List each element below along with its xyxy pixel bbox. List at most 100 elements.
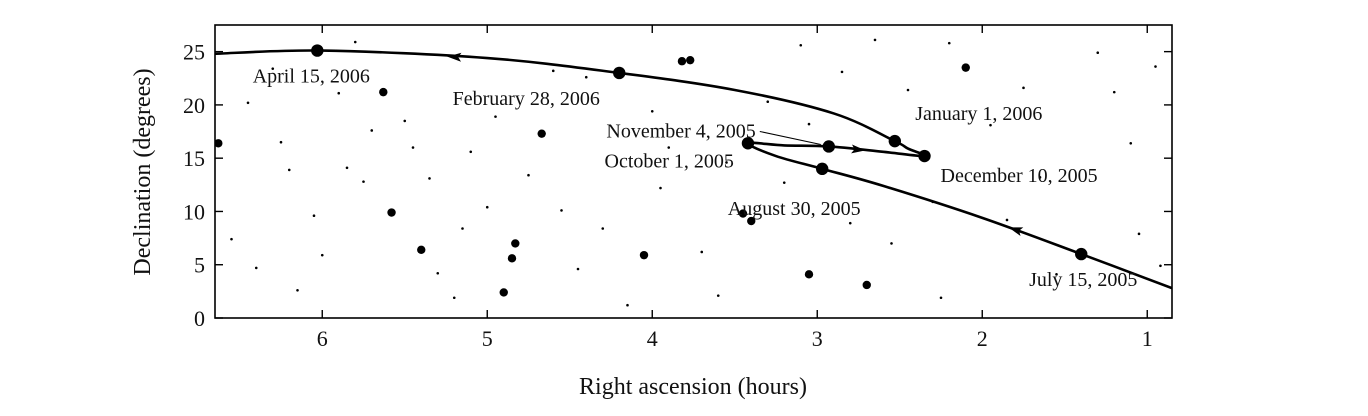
- faint-star: [345, 166, 349, 170]
- faint-star: [1055, 273, 1058, 276]
- bright-star: [862, 280, 871, 290]
- faint-star: [436, 271, 440, 275]
- faint-star: [840, 70, 844, 74]
- faint-star: [576, 267, 580, 271]
- date-labels: July 15, 2005 August 30, 2005 October 1, 2…: [253, 66, 1138, 292]
- faint-star: [659, 186, 662, 190]
- label-leader-line: [759, 130, 821, 145]
- faint-star: [848, 221, 852, 225]
- date-label: October 1, 2005: [605, 150, 734, 172]
- date-label: February 28, 2006: [453, 88, 600, 110]
- faint-star: [551, 69, 555, 73]
- faint-star: [725, 161, 728, 164]
- faint-star: [370, 129, 374, 132]
- position-marker: [1075, 247, 1088, 261]
- faint-star: [403, 119, 407, 123]
- position-marker: [311, 44, 324, 57]
- bright-star: [215, 139, 223, 148]
- plot-frame: [214, 24, 1173, 319]
- x-tick-label: 4: [647, 326, 658, 351]
- faint-star: [906, 88, 910, 92]
- direction-arrows: [447, 52, 1024, 237]
- faint-star: [989, 123, 992, 127]
- faint-star: [485, 205, 489, 209]
- position-marker: [888, 134, 901, 148]
- faint-star: [296, 288, 299, 292]
- bright-star: [507, 254, 517, 263]
- faint-star: [1096, 51, 1100, 55]
- x-tick-label: 5: [482, 326, 493, 351]
- x-tick-label: 1: [1142, 326, 1153, 351]
- faint-star: [1159, 264, 1162, 268]
- bright-star: [738, 209, 748, 218]
- y-axis-ticks: 0 5 10 15 20 25: [183, 40, 1172, 331]
- faint-star: [320, 253, 324, 257]
- faint-star: [428, 177, 431, 180]
- faint-star: [560, 209, 563, 212]
- faint-star: [947, 41, 951, 45]
- faint-star: [312, 214, 316, 218]
- faint-star: [337, 91, 341, 95]
- faint-star: [1022, 86, 1025, 90]
- position-marker: [918, 149, 931, 163]
- faint-star: [766, 100, 770, 104]
- star-field: [215, 38, 1162, 307]
- faint-star: [353, 40, 357, 44]
- y-tick-label: 5: [194, 253, 205, 278]
- faint-star: [601, 227, 605, 230]
- bright-star: [537, 129, 546, 138]
- bright-star: [511, 239, 520, 248]
- bright-star: [686, 55, 695, 65]
- faint-star: [494, 115, 497, 118]
- faint-star: [1137, 232, 1141, 236]
- faint-star: [716, 294, 720, 297]
- bright-star: [379, 87, 388, 97]
- position-marker: [613, 66, 626, 80]
- direction-arrow: [1008, 227, 1024, 237]
- date-label: January 1, 2006: [915, 103, 1042, 125]
- x-axis-label: Right ascension (hours): [579, 374, 807, 400]
- faint-star: [469, 150, 473, 154]
- faint-star: [1129, 141, 1133, 145]
- faint-star: [873, 38, 877, 42]
- faint-star: [807, 122, 811, 126]
- faint-star: [1038, 176, 1042, 179]
- date-label: December 10, 2005: [941, 165, 1098, 187]
- faint-star: [584, 75, 588, 79]
- planet-path: [215, 49, 1172, 290]
- path-line: [215, 49, 1172, 290]
- bright-star: [387, 208, 396, 217]
- bright-star: [417, 245, 426, 255]
- faint-star: [939, 296, 943, 300]
- faint-star: [667, 146, 671, 149]
- position-marker: [741, 137, 755, 150]
- bright-star: [499, 288, 508, 297]
- faint-star: [890, 242, 893, 245]
- faint-star: [452, 296, 456, 300]
- y-tick-label: 25: [183, 40, 205, 65]
- date-label: August 30, 2005: [728, 198, 861, 220]
- faint-star: [461, 227, 464, 230]
- date-label: November 4, 2005: [606, 120, 755, 142]
- x-tick-label: 3: [812, 326, 823, 351]
- y-tick-label: 10: [183, 199, 205, 224]
- x-tick-label: 6: [317, 326, 328, 351]
- faint-star: [230, 237, 233, 241]
- faint-star: [799, 43, 803, 47]
- faint-star: [1112, 90, 1116, 94]
- faint-star: [254, 266, 258, 270]
- date-label: April 15, 2006: [253, 66, 370, 88]
- bright-star: [747, 216, 756, 226]
- bright-star: [804, 270, 814, 279]
- position-marker: [816, 162, 829, 176]
- y-axis-label: Declination (degrees): [130, 68, 156, 275]
- faint-star: [1154, 65, 1157, 68]
- y-tick-label: 0: [194, 306, 205, 331]
- x-tick-label: 2: [977, 326, 988, 351]
- faint-star: [271, 67, 275, 70]
- faint-star: [279, 140, 283, 144]
- direction-arrow: [851, 144, 866, 154]
- faint-star: [700, 250, 704, 254]
- faint-star: [362, 180, 365, 183]
